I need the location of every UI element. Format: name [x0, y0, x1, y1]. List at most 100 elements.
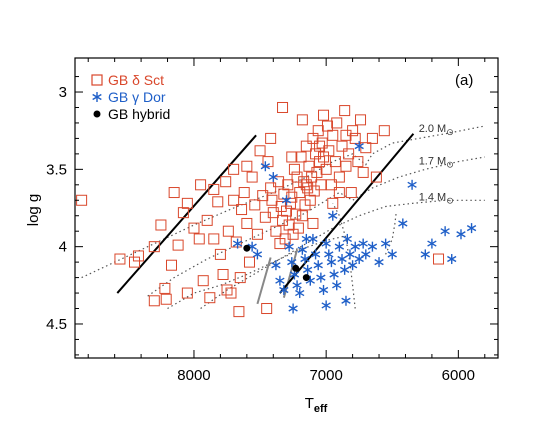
- gamma-dor-point: [350, 241, 360, 252]
- delta-sct-point: [378, 125, 390, 137]
- delta-sct-point: [228, 163, 240, 175]
- delta-sct-point: [343, 148, 355, 160]
- asterisk-stroke: [347, 262, 358, 269]
- x-tick-label: 6000: [442, 367, 475, 384]
- gamma-dor-point: [326, 257, 337, 268]
- delta-sct-point: [300, 179, 312, 191]
- delta-sct-point: [165, 259, 177, 271]
- asterisk-stroke: [297, 246, 308, 253]
- delta-sct-point: [195, 179, 207, 191]
- delta-sct-point: [318, 151, 330, 163]
- gamma-dor-point: [332, 280, 342, 291]
- asterisk-stroke: [337, 255, 347, 263]
- asterisk-stroke: [342, 235, 352, 243]
- delta-sct-point: [286, 151, 298, 163]
- delta-sct-point: [320, 163, 332, 175]
- gamma-dor-point: [380, 238, 391, 249]
- gamma-dor-point: [308, 233, 318, 244]
- delta-sct-point: [159, 282, 171, 294]
- delta-sct-point: [333, 187, 345, 199]
- delta-sct-point: [241, 160, 253, 172]
- delta-sct-point: [228, 194, 240, 206]
- delta-sct-point: [274, 238, 286, 250]
- asterisk-stroke: [284, 243, 294, 250]
- x-axis-title-sub: eff: [314, 403, 328, 415]
- plot-frame: [74, 57, 499, 359]
- asterisk-stroke: [275, 277, 285, 284]
- asterisk-stroke: [447, 255, 457, 263]
- gamma-dor-point: [361, 249, 371, 260]
- gamma-dor-point: [324, 249, 334, 260]
- delta-sct-point: [308, 185, 320, 197]
- delta-sct-point: [234, 272, 246, 284]
- gamma-dor-point: [297, 244, 308, 255]
- gamma-dor-point: [466, 223, 477, 234]
- delta-sct-point: [114, 253, 126, 265]
- panel-label: (a): [455, 72, 473, 89]
- delta-sct-point: [181, 197, 193, 209]
- asterisk-stroke: [367, 243, 378, 250]
- gamma-dor-point: [301, 233, 312, 244]
- delta-sct-point: [251, 228, 263, 240]
- asterisk-stroke: [440, 228, 450, 235]
- delta-sct-point: [188, 222, 200, 234]
- hybrid-point: [302, 274, 310, 282]
- delta-sct-point: [241, 217, 253, 229]
- delta-sct-point: [265, 182, 277, 194]
- delta-sct-point: [357, 166, 369, 178]
- gray-boundary-line: [282, 249, 299, 298]
- delta-sct-point: [221, 284, 233, 296]
- gamma-dor-point: [342, 233, 352, 244]
- delta-sct-point: [345, 187, 357, 199]
- gamma-dor-point: [281, 195, 292, 206]
- delta-sct-point: [132, 250, 144, 262]
- hybrid-point: [243, 244, 251, 252]
- delta-sct-point: [222, 225, 234, 237]
- y-tick-label: 4: [59, 239, 67, 256]
- delta-sct-point: [292, 222, 304, 234]
- delta-sct-point: [148, 295, 160, 307]
- gamma-dor-point: [268, 172, 278, 183]
- delta-sct-point: [181, 287, 193, 299]
- asterisk-stroke: [252, 251, 263, 258]
- delta-sct-point: [331, 117, 343, 129]
- asterisk-stroke: [271, 262, 281, 269]
- black-boundary-line: [279, 133, 415, 294]
- data-series: [76, 101, 477, 318]
- delta-sct-point: [336, 140, 348, 152]
- gamma-dor-point: [295, 288, 305, 299]
- delta-sct-point: [325, 179, 337, 191]
- evolutionary-track: [332, 203, 356, 309]
- asterisk-stroke: [232, 240, 243, 247]
- gamma-dor-point: [447, 254, 457, 265]
- delta-sct-point: [352, 156, 364, 168]
- gamma-dor-point: [232, 238, 243, 249]
- gamma-dor-point: [279, 284, 289, 295]
- asterisk-stroke: [345, 251, 355, 258]
- gamma-dor-point: [337, 254, 347, 265]
- delta-sct-point: [168, 187, 180, 199]
- delta-sct-point: [246, 171, 258, 183]
- gamma-dor-point: [252, 249, 263, 260]
- legend-marker-circle: [93, 110, 101, 118]
- asterisk-stroke: [310, 251, 321, 258]
- delta-sct-point: [433, 253, 445, 265]
- delta-sct-point: [307, 217, 319, 229]
- instability-strip-boundaries: [116, 133, 415, 305]
- delta-sct-point: [267, 207, 279, 219]
- gamma-dor-point: [339, 264, 350, 275]
- asterisk-stroke: [387, 251, 397, 258]
- asterisk-stroke: [350, 243, 360, 250]
- delta-sct-point: [283, 219, 295, 231]
- delta-sct-point: [311, 166, 323, 178]
- delta-sct-point: [262, 156, 274, 168]
- gamma-dor-point: [347, 260, 358, 271]
- track-mass-label: 1.7 M⊙: [419, 156, 454, 170]
- gamma-dor-point: [387, 249, 397, 260]
- track-mass-value: 2.0 M: [419, 123, 447, 135]
- x-tick-label: 7000: [309, 367, 342, 384]
- gamma-dor-point: [302, 264, 313, 275]
- track-mass-value: 1.7 M: [419, 156, 447, 168]
- track-mass-subscript: ⊙: [446, 127, 454, 137]
